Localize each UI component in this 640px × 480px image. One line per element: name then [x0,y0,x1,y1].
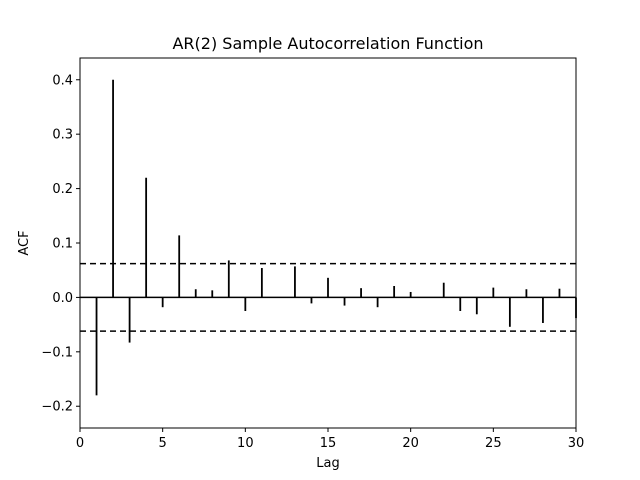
axes: 0 5 10 15 20 25 30 −0.2 −0.1 0.0 0.1 0.2 0.3 0.4 [41,73,584,451]
y-tick-label: 0.0 [52,291,73,306]
acf-stems [95,79,577,396]
x-tick-label: 10 [237,436,254,451]
plot-area [79,57,577,429]
x-tick-label: 0 [76,436,84,451]
x-tick-label: 15 [320,436,337,451]
y-tick-label: 0.3 [52,128,73,143]
y-tick-label: −0.2 [41,400,73,415]
y-axis-label: ACF [17,230,32,255]
x-axis-label: Lag [316,456,339,471]
x-tick-label: 5 [159,436,167,451]
plot-frame [79,57,577,429]
y-tick-label: 0.1 [52,237,73,252]
chart-title: AR(2) Sample Autocorrelation Function [172,34,483,53]
y-tick-label: −0.1 [41,345,73,360]
y-tick-label: 0.4 [52,73,73,88]
x-tick-label: 30 [568,436,585,451]
y-tick-label: 0.2 [52,182,73,197]
x-tick-label: 20 [402,436,419,451]
x-tick-label: 25 [485,436,502,451]
